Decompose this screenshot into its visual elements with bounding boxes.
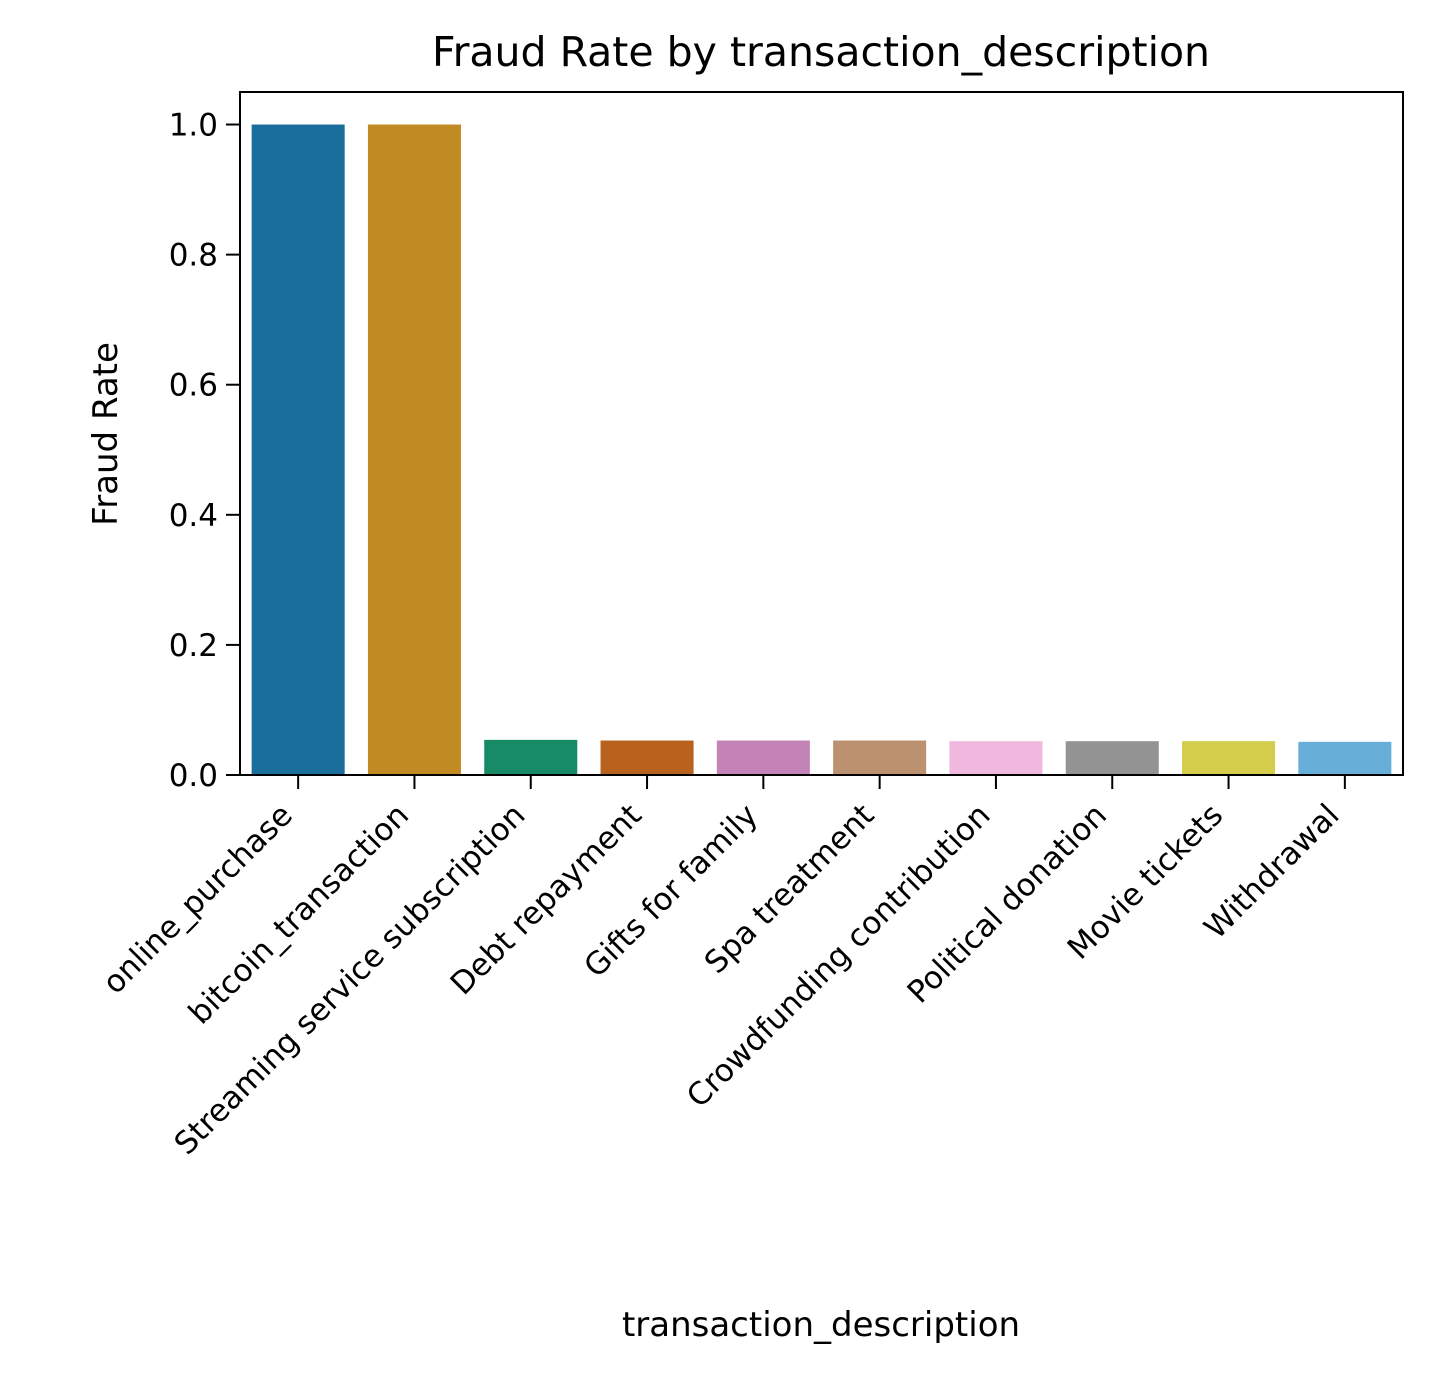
bar-3 — [600, 740, 694, 775]
x-axis-label: transaction_description — [622, 1305, 1020, 1345]
chart-title: Fraud Rate by transaction_description — [432, 28, 1210, 76]
y-tick-label: 1.0 — [169, 108, 218, 144]
bar-1 — [367, 124, 461, 776]
x-tick-label: bitcoin_transaction — [182, 797, 416, 1031]
x-tick-label: Political donation — [901, 797, 1114, 1010]
bar-2 — [484, 739, 578, 775]
bar-9 — [1298, 741, 1392, 775]
bar-8 — [1182, 741, 1276, 775]
y-tick-label: 0.8 — [169, 238, 218, 274]
y-tick-label: 0.4 — [169, 498, 218, 534]
bar-0 — [251, 124, 345, 776]
bar-6 — [949, 741, 1043, 775]
bar-5 — [833, 740, 927, 775]
bar-7 — [1065, 741, 1159, 775]
bar-4 — [716, 740, 810, 775]
y-tick-label: 0.0 — [169, 758, 218, 794]
x-tick-label: Debt repayment — [444, 797, 649, 1002]
x-tick-label: online_purchase — [96, 797, 300, 1001]
plot-frame — [239, 91, 1404, 776]
y-axis-label: Fraud Rate — [86, 342, 126, 526]
x-axis: online_purchasebitcoin_transactionStream… — [96, 775, 1347, 1162]
bars-group — [251, 124, 1392, 776]
y-tick-label: 0.6 — [169, 368, 218, 404]
y-tick-label: 0.2 — [169, 628, 218, 664]
y-axis: 0.0 0.2 0.4 0.6 0.8 1.0 — [169, 108, 240, 794]
